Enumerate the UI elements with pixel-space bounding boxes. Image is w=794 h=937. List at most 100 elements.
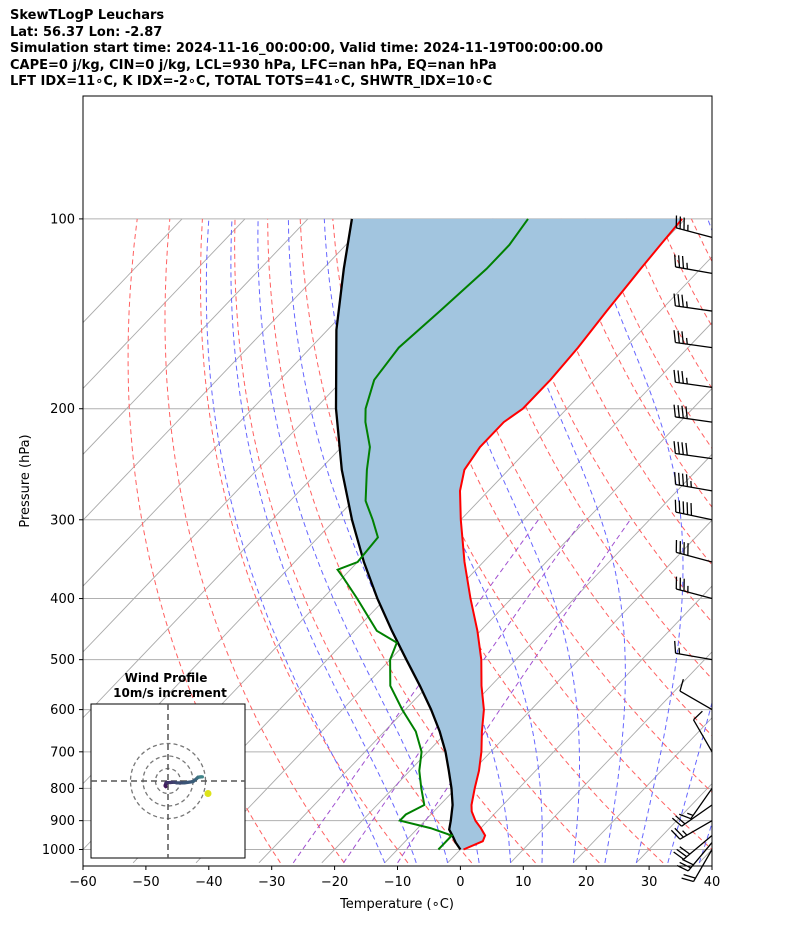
wind-barb-flag [679,679,684,692]
wind-barb [674,254,713,274]
y-tick-label: 300 [50,513,75,528]
stability-line: CAPE=0 j/kg, CIN=0 j/kg, LCL=930 hPa, LF… [10,57,497,73]
x-tick-label: −10 [384,875,411,890]
wind-barb-flag [681,331,684,344]
isotherm-line [510,651,712,864]
wind-barb-flag [673,441,677,454]
isotherm-line [83,218,372,521]
hodograph-top-marker [204,790,212,797]
y-tick-label: 1000 [42,843,75,858]
wind-barb-staff [675,652,713,661]
wind-barb-flag [677,472,681,486]
location-line: Lat: 56.37 Lon: -2.87 [10,24,163,40]
dry-adiabat [127,218,281,864]
wind-barb-flag [693,710,703,721]
dry-adiabat [332,218,664,864]
wind-barb-flag [676,848,688,858]
hodograph-subtitle: 10m/s increment [113,686,227,700]
wind-barb [670,820,713,840]
wind-barb-staff [676,588,713,600]
wind-barb-half-flag [685,377,688,384]
moist-adiabat [257,218,449,864]
wind-barb-staff [675,305,713,312]
x-tick-label: −60 [69,875,96,890]
axes: −60 −50 −40 −30 −20 −10 0 10 20 30 40 100 200 300 400 5… [42,212,720,890]
wind-barb-staff [683,834,713,860]
dry-adiabat [164,218,345,864]
x-tick-label: 20 [578,875,595,890]
dewpoint-profile-line [336,218,529,851]
y-tick-label: 800 [50,782,75,797]
x-tick-label: −40 [195,875,222,890]
wind-barb-flag [673,851,685,860]
x-tick-label: −20 [321,875,348,890]
moist-adiabat [492,218,626,863]
isotherm-line [384,519,712,864]
wind-barb [673,330,713,349]
dry-adiabat [199,218,409,864]
x-tick-label: 10 [515,875,532,890]
wind-barb-flag [681,473,685,486]
wind-barb [673,293,713,312]
wind-barb-half-flag [682,830,688,836]
wind-barb-flag [674,640,677,654]
dry-adiabat [757,219,794,863]
y-tick-label: 600 [50,703,75,718]
dry-adiabat [527,218,712,566]
isotherm-line [83,218,434,587]
wind-barb [673,404,713,423]
profiles [334,218,683,851]
moist-adiabat [205,218,386,864]
wind-barb-staff [679,820,713,840]
isotherm-line [195,321,712,864]
wind-barb-flag [681,294,684,308]
isotherm-line [447,585,712,864]
wind-barb [673,441,713,460]
isotherm-line [83,218,246,390]
temperature-profile-line [458,218,683,851]
wind-barb-flag [677,441,680,455]
moist-adiabat [584,218,684,864]
wind-barb-flag [681,877,694,883]
wind-barb [673,369,713,389]
wind-barb [678,788,713,820]
wind-barb [671,804,713,827]
dry-adiabat [625,218,712,390]
wind-barb-flag [674,827,684,838]
y-tick-label: 900 [50,814,75,829]
wind-barb-staff [675,266,713,274]
dry-adiabat [690,218,712,263]
wind-barb [674,640,713,661]
y-tick-label: 500 [50,653,75,668]
wind-barb-staff [675,511,713,521]
index-line: LFT IDX=11∘C, K IDX=-2∘C, TOTAL TOTS=41∘… [10,74,493,89]
wind-barb-flag [677,255,681,268]
wind-barb-flag [677,294,680,307]
x-tick-label: 30 [641,875,658,890]
cape-area [336,218,683,850]
y-axis-label: Pressure (hPa) [18,434,33,527]
x-axis-label: Temperature (∘C) [339,897,454,912]
moist-adiabat [230,218,417,864]
wind-barb [675,576,713,600]
y-tick-label: 200 [50,402,75,417]
wind-barb-flag [678,813,692,820]
isotherm-line [636,782,712,864]
wind-barb-flag [673,293,677,306]
wind-barb-staff [676,227,713,239]
wind-barb-flag [681,405,684,419]
wind-barb-staff [675,416,713,423]
wind-barb [674,472,713,492]
wind-barb-flag [681,858,694,866]
wind-barb-flag [671,817,683,827]
wind-barb-staff [675,341,713,349]
x-tick-label: −30 [258,875,285,890]
time-line: Simulation start time: 2024-11-16_00:00:… [10,41,603,56]
wind-barb-staff [679,690,713,711]
wind-barb [674,499,713,521]
wind-barb-flag [674,472,677,485]
wind-barb-flag [677,405,680,418]
dry-adiabat [430,218,712,737]
y-tick-label: 100 [50,212,75,227]
